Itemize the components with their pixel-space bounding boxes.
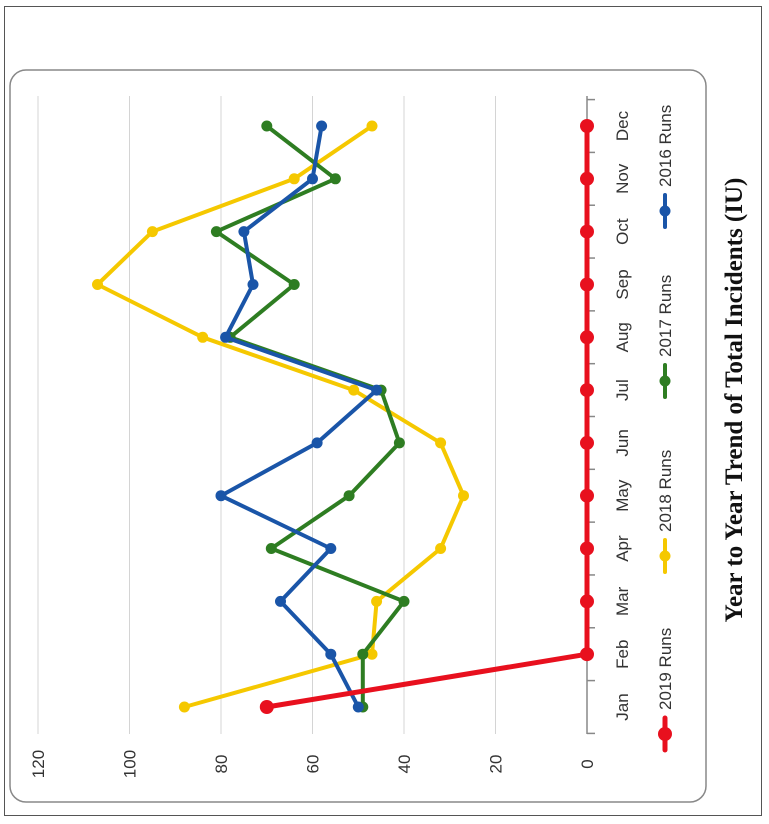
series-line bbox=[264, 123, 590, 710]
data-point bbox=[146, 226, 158, 238]
x-tick-label: Sep bbox=[613, 269, 632, 299]
y-tick-label: 40 bbox=[395, 755, 414, 774]
data-point bbox=[580, 488, 594, 503]
data-point bbox=[371, 595, 383, 607]
data-point bbox=[275, 595, 286, 607]
data-point bbox=[580, 277, 594, 292]
data-point bbox=[325, 543, 337, 554]
chart-frame bbox=[9, 69, 707, 803]
data-point bbox=[220, 331, 232, 343]
data-point bbox=[580, 541, 594, 556]
x-tick-label: Jan bbox=[613, 693, 632, 720]
data-point bbox=[580, 383, 594, 398]
data-point bbox=[580, 119, 594, 133]
series-lines bbox=[92, 119, 594, 714]
data-point bbox=[343, 490, 355, 502]
x-tick-label: Jun bbox=[613, 429, 632, 456]
chart-title: Year to Year Trend of Total Incidents (I… bbox=[721, 178, 748, 623]
legend-label: 2018 Runs bbox=[656, 450, 675, 532]
x-tick-label: May bbox=[613, 479, 632, 512]
data-point bbox=[311, 437, 323, 449]
data-point bbox=[398, 595, 410, 607]
x-tick-label: Apr bbox=[613, 535, 632, 562]
x-tick-label: Feb bbox=[613, 640, 632, 669]
data-point bbox=[307, 173, 318, 185]
y-tick-labels: 0 20 40 60 80 100 120 bbox=[29, 750, 597, 778]
data-point bbox=[178, 701, 190, 713]
data-point bbox=[288, 173, 300, 185]
legend-label: 2019 Runs bbox=[656, 628, 675, 710]
y-tick-label: 120 bbox=[29, 750, 48, 778]
x-tick-label: Mar bbox=[613, 586, 632, 616]
legend-swatch-marker bbox=[659, 205, 671, 217]
data-point bbox=[366, 120, 378, 132]
legend-label: 2016 Runs bbox=[656, 105, 675, 187]
data-point bbox=[325, 648, 337, 660]
y-tick-label: 0 bbox=[578, 759, 597, 768]
data-point bbox=[435, 543, 447, 554]
data-point bbox=[316, 120, 328, 132]
data-point bbox=[371, 384, 383, 396]
gridlines bbox=[37, 96, 496, 734]
data-point bbox=[580, 330, 594, 345]
x-tick-label: Aug bbox=[613, 322, 632, 352]
series-2018-runs bbox=[92, 120, 469, 713]
y-tick-label: 100 bbox=[121, 750, 140, 778]
legend-swatch-marker bbox=[658, 727, 672, 741]
x-tick-label: Jul bbox=[613, 379, 632, 401]
data-point bbox=[329, 173, 341, 185]
y-tick-label: 20 bbox=[487, 755, 506, 774]
data-point bbox=[580, 435, 594, 450]
y-tick-label: 80 bbox=[212, 755, 231, 774]
x-tick-label: Nov bbox=[613, 163, 632, 194]
data-point bbox=[261, 120, 273, 132]
x-tick-label: Dec bbox=[613, 110, 632, 141]
legend-item: 2017 Runs bbox=[656, 275, 675, 399]
series-line bbox=[214, 124, 406, 709]
data-point bbox=[238, 226, 250, 238]
y-tick-label: 60 bbox=[304, 755, 323, 774]
data-point bbox=[393, 437, 405, 449]
legend-label: 2017 Runs bbox=[656, 275, 675, 357]
legend-item: 2019 Runs bbox=[656, 628, 675, 753]
x-tick-label: Oct bbox=[613, 218, 632, 245]
legend-item: 2016 Runs bbox=[656, 105, 675, 229]
data-point bbox=[352, 701, 364, 713]
series-2016-runs bbox=[215, 120, 383, 713]
x-tick-labels: Jan Feb Mar Apr May Jun Jul Aug Sep Oct Nov Dec bbox=[613, 110, 632, 720]
data-point bbox=[435, 437, 447, 449]
legend: 2019 Runs 2018 Runs 2017 Runs 2016 Runs bbox=[656, 105, 675, 753]
legend-swatch-marker bbox=[659, 550, 671, 562]
data-point bbox=[259, 700, 274, 714]
data-point bbox=[247, 279, 259, 290]
data-point bbox=[580, 594, 594, 609]
data-point bbox=[580, 171, 594, 186]
data-point bbox=[210, 226, 222, 238]
page-frame bbox=[4, 6, 762, 816]
data-point bbox=[265, 543, 277, 554]
series-line bbox=[95, 124, 466, 709]
data-point bbox=[366, 648, 378, 660]
series-2019-runs bbox=[259, 119, 594, 714]
data-point bbox=[215, 490, 227, 502]
data-point bbox=[348, 384, 360, 396]
legend-item: 2018 Runs bbox=[656, 450, 675, 574]
series-line bbox=[219, 124, 379, 709]
data-point bbox=[92, 279, 103, 290]
data-point bbox=[580, 224, 594, 239]
data-point bbox=[357, 648, 369, 660]
data-point bbox=[197, 331, 209, 343]
data-point bbox=[458, 490, 469, 502]
legend-swatch-marker bbox=[659, 375, 671, 387]
data-point bbox=[580, 647, 594, 662]
data-point bbox=[288, 279, 300, 290]
